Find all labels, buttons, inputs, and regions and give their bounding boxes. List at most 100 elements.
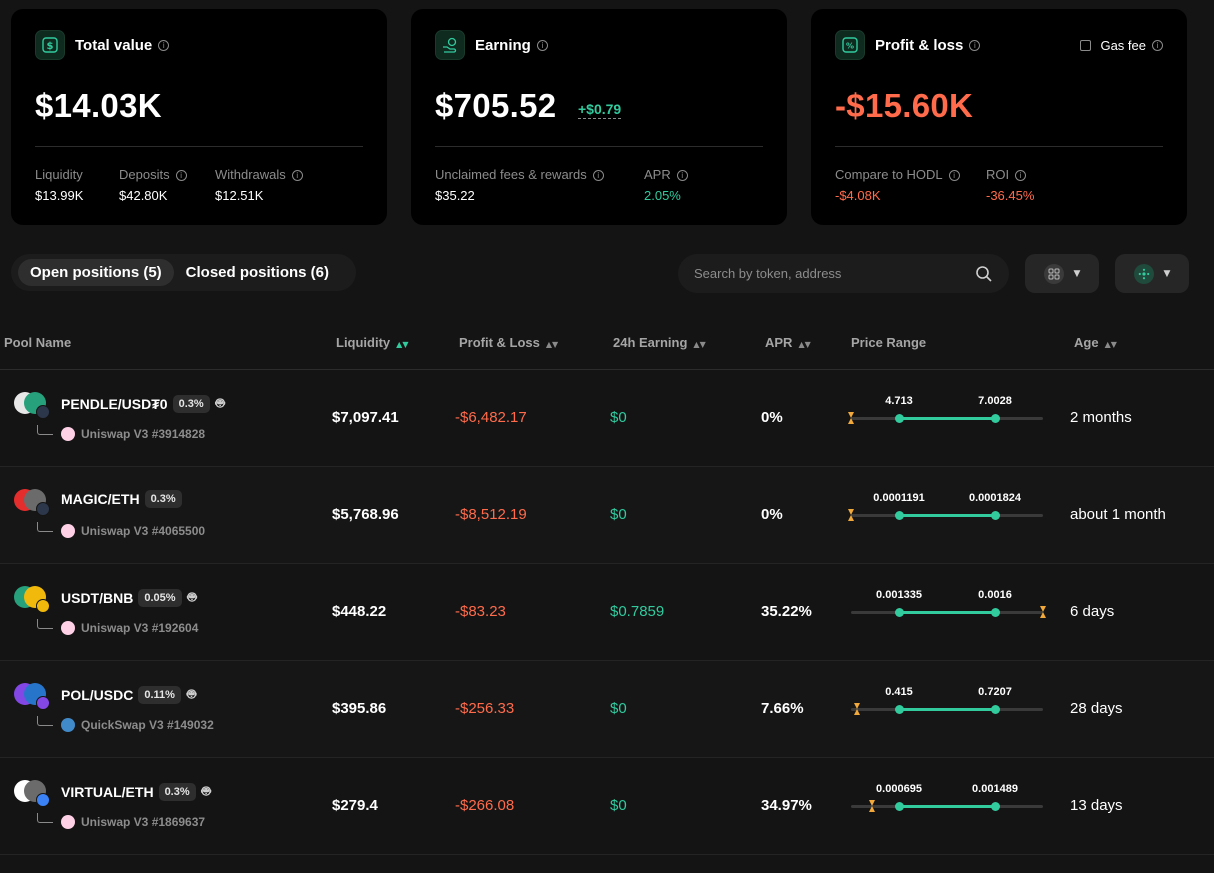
col-liquidity[interactable]: Liquidity ▲▼ bbox=[336, 335, 409, 350]
info-icon[interactable]: i bbox=[592, 170, 604, 182]
connector-line bbox=[37, 522, 53, 532]
current-price-marker bbox=[869, 800, 876, 812]
age-value: 6 days bbox=[1070, 603, 1115, 620]
pnl-value: -$83.23 bbox=[455, 603, 506, 620]
pool-pair[interactable]: USDT/BNB 0.05% 🤖︎ bbox=[61, 588, 197, 607]
uniswap-icon bbox=[61, 524, 75, 538]
col-apr[interactable]: APR ▲▼ bbox=[765, 335, 811, 350]
table-header: Pool Name Liquidity ▲▼ Profit & Loss ▲▼ 24… bbox=[0, 333, 1214, 353]
divider bbox=[835, 146, 1163, 147]
chain-filter-dropdown[interactable]: ▼ bbox=[1115, 254, 1189, 293]
range-max-label: 0.7207 bbox=[978, 686, 1012, 698]
info-icon[interactable]: i bbox=[1152, 40, 1163, 51]
fee-badge: 0.05% bbox=[138, 588, 182, 607]
col-pool-name: Pool Name bbox=[4, 335, 72, 350]
info-icon[interactable]: i bbox=[291, 170, 303, 182]
pool-pair[interactable]: PENDLE/USD₮0 0.3% 🤖︎ bbox=[61, 394, 225, 413]
pool-pair[interactable]: MAGIC/ETH 0.3% bbox=[61, 490, 182, 508]
protocol-label[interactable]: Uniswap V3 #4065500 bbox=[61, 524, 205, 538]
protocol-label[interactable]: Uniswap V3 #1869637 bbox=[61, 815, 205, 829]
network-icon bbox=[1133, 263, 1154, 284]
col-price-range: Price Range bbox=[851, 335, 927, 350]
pool-pair[interactable]: POL/USDC 0.11% 🤖︎ bbox=[61, 685, 196, 704]
protocol-label[interactable]: Uniswap V3 #192604 bbox=[61, 621, 198, 635]
range-max-dot bbox=[991, 802, 1000, 811]
percent-icon: % bbox=[835, 30, 865, 60]
range-min-dot bbox=[895, 705, 904, 714]
range-max-label: 0.001489 bbox=[972, 783, 1018, 795]
stat-unclaimed: Unclaimed fees & rewards i $35.22 bbox=[435, 167, 604, 203]
table-row[interactable]: POL/USDC 0.11% 🤖︎ QuickSwap V3 #149032 $… bbox=[0, 661, 1214, 758]
col-age[interactable]: Age ▲▼ bbox=[1074, 335, 1117, 350]
table-row[interactable]: USDT/BNB 0.05% 🤖︎ Uniswap V3 #192604 $44… bbox=[0, 564, 1214, 661]
apr-value: 35.22% bbox=[761, 603, 812, 620]
protocol-filter-dropdown[interactable]: ▼ bbox=[1025, 254, 1099, 293]
range-fill bbox=[899, 708, 995, 711]
chain-icon bbox=[36, 696, 50, 710]
robot-icon: 🤖︎ bbox=[186, 685, 196, 703]
liquidity-value: $279.4 bbox=[332, 797, 378, 814]
connector-line bbox=[37, 619, 53, 629]
info-icon[interactable]: i bbox=[536, 39, 548, 51]
current-price-marker bbox=[848, 412, 854, 424]
earning-delta[interactable]: +$0.79 bbox=[578, 101, 622, 119]
uniswap-icon bbox=[61, 621, 75, 635]
connector-line bbox=[37, 716, 53, 726]
table-row[interactable]: PENDLE/USD₮0 0.3% 🤖︎ Uniswap V3 #3914828… bbox=[0, 370, 1214, 467]
info-icon[interactable]: i bbox=[676, 170, 688, 182]
uniswap-icon bbox=[61, 427, 75, 441]
liquidity-value: $5,768.96 bbox=[332, 506, 399, 523]
earning-value: $0 bbox=[610, 409, 627, 426]
fee-badge: 0.3% bbox=[144, 490, 182, 508]
info-icon[interactable]: i bbox=[175, 170, 187, 182]
search-icon[interactable] bbox=[975, 265, 993, 283]
svg-text:%: % bbox=[846, 42, 854, 51]
apr-value: 0% bbox=[761, 506, 783, 523]
pool-pair[interactable]: VIRTUAL/ETH 0.3% 🤖︎ bbox=[61, 782, 211, 801]
search-input[interactable] bbox=[694, 266, 975, 281]
table-row[interactable]: MAGIC/ETH 0.3% Uniswap V3 #4065500 $5,76… bbox=[0, 467, 1214, 564]
col-profit-loss[interactable]: Profit & Loss ▲▼ bbox=[459, 335, 559, 350]
tab-closed-positions[interactable]: Closed positions (6) bbox=[185, 264, 330, 281]
info-icon[interactable]: i bbox=[158, 39, 170, 51]
profit-loss-card: % Profit & loss i Gas fee i -$15.60K Com… bbox=[811, 9, 1187, 225]
price-range-bar: 0.0001191 0.0001824 bbox=[848, 492, 1043, 521]
protocol-label[interactable]: QuickSwap V3 #149032 bbox=[61, 718, 214, 732]
protocol-label[interactable]: Uniswap V3 #3914828 bbox=[61, 427, 205, 441]
tab-open-positions[interactable]: Open positions (5) bbox=[18, 259, 174, 286]
chain-icon bbox=[36, 793, 50, 807]
table-row[interactable]: VIRTUAL/ETH 0.3% 🤖︎ Uniswap V3 #1869637 … bbox=[0, 758, 1214, 855]
sort-icon: ▲▼ bbox=[693, 340, 706, 349]
uniswap-icon bbox=[61, 815, 75, 829]
connector-line bbox=[37, 813, 53, 823]
gas-fee-checkbox[interactable] bbox=[1080, 40, 1092, 51]
fee-badge: 0.3% bbox=[172, 394, 210, 413]
range-fill bbox=[899, 514, 995, 517]
price-range-bar: 0.000695 0.001489 bbox=[851, 783, 1043, 812]
apr-value: 34.97% bbox=[761, 797, 812, 814]
gas-fee-toggle[interactable]: Gas fee i bbox=[1080, 38, 1163, 53]
liquidity-value: $448.22 bbox=[332, 603, 387, 620]
token-pair-icon bbox=[12, 683, 52, 717]
dollar-icon: $ bbox=[35, 30, 65, 60]
earning-value: $0 bbox=[610, 797, 627, 814]
token-pair-icon bbox=[12, 392, 52, 426]
stat-apr: APR i 2.05% bbox=[644, 167, 688, 203]
earning-value: $705.52 bbox=[435, 87, 557, 124]
age-value: about 1 month bbox=[1070, 506, 1166, 523]
age-value: 13 days bbox=[1070, 797, 1123, 814]
range-max-dot bbox=[991, 511, 1000, 520]
range-min-dot bbox=[895, 511, 904, 520]
sort-icon: ▲▼ bbox=[1104, 340, 1117, 349]
card-title: Profit & loss bbox=[875, 36, 964, 54]
info-icon[interactable]: i bbox=[969, 39, 981, 51]
col-24h-earning[interactable]: 24h Earning ▲▼ bbox=[613, 335, 706, 350]
token-pair-icon bbox=[12, 586, 52, 620]
info-icon[interactable]: i bbox=[1015, 170, 1027, 182]
range-fill bbox=[899, 417, 995, 420]
info-icon[interactable]: i bbox=[948, 170, 960, 182]
divider bbox=[435, 146, 763, 147]
hand-coin-icon bbox=[435, 30, 465, 60]
range-min-label: 4.713 bbox=[885, 395, 913, 407]
apr-value: 0% bbox=[761, 409, 783, 426]
